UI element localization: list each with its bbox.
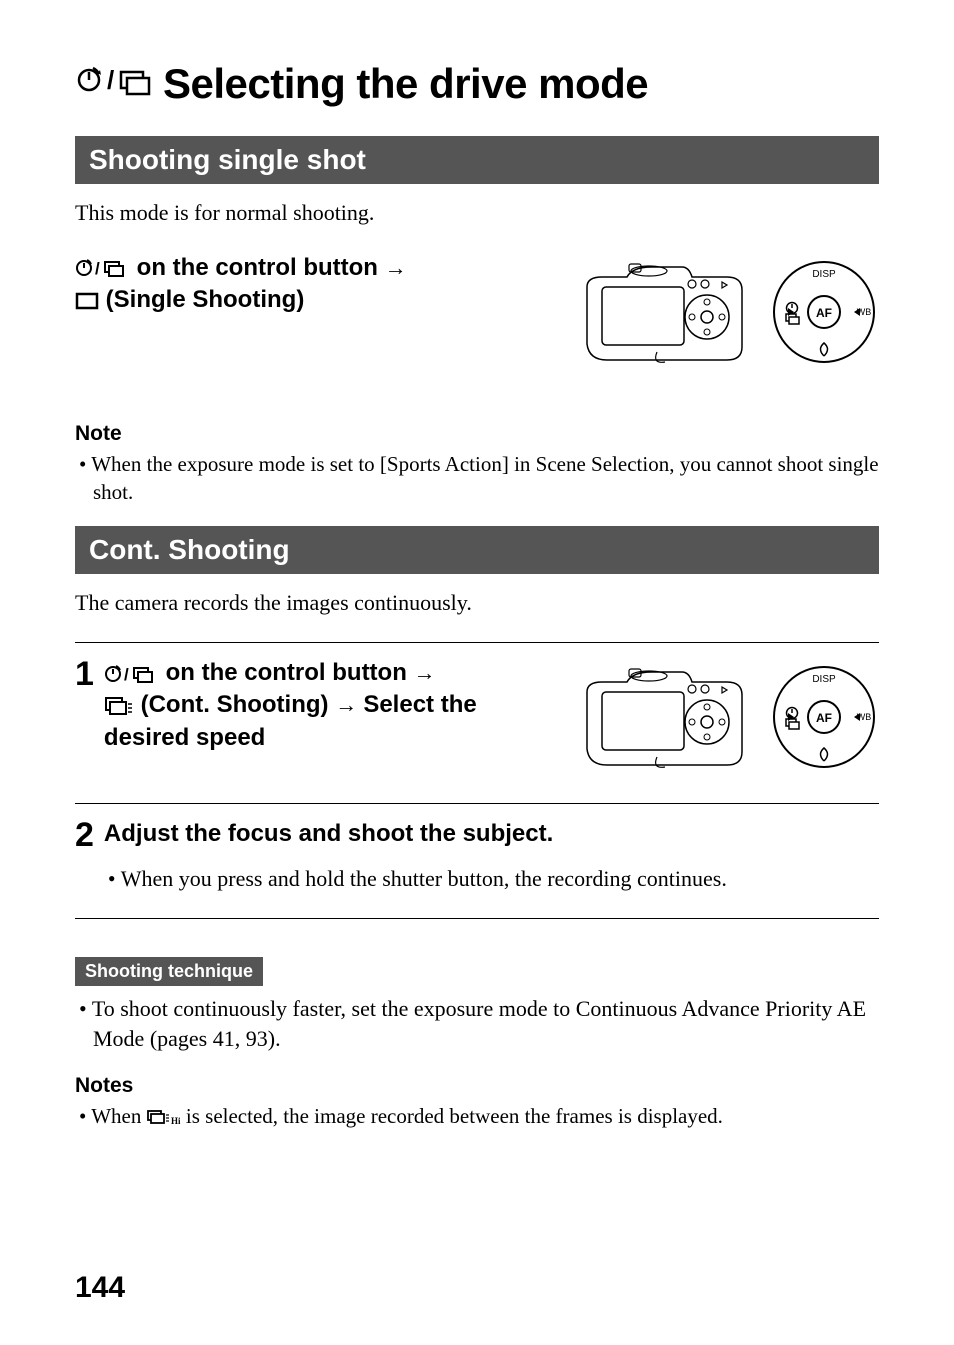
separator [75,642,879,643]
camera-illustration-2: AF DISP WB [577,657,879,777]
page-title-text: Selecting the drive mode [163,60,648,108]
arrow-icon: → [335,692,363,717]
section-heading-cont: Cont. Shooting [75,526,879,574]
section-heading-single: Shooting single shot [75,136,879,184]
svg-text:/: / [107,65,114,95]
technique-bullet: • To shoot continuously faster, set the … [75,994,879,1053]
section1-instruction: / on the control button → (Single Shooti… [75,252,879,372]
svg-text:AF: AF [816,711,832,725]
separator [75,918,879,919]
svg-text:AF: AF [816,306,832,320]
technique-label: Shooting technique [75,957,263,986]
separator [75,803,879,804]
svg-text:Hi: Hi [171,1116,181,1126]
page-number: 144 [75,1271,125,1305]
svg-text:DISP: DISP [812,674,836,685]
svg-text:/: / [95,259,100,278]
svg-text:DISP: DISP [812,269,836,280]
step-number-1: 1 [75,657,94,777]
step1-text: / on the control button → [104,657,557,754]
page-title: / Selecting the drive mode [75,60,879,108]
notes-label: Notes [75,1074,879,1098]
notes-bullet: • When Hi is selected, the image recorde… [75,1102,879,1130]
camera-illustration-1: AF DISP WB [577,252,879,372]
svg-text:/: / [124,665,129,684]
arrow-icon: → [414,660,436,685]
step2-bullet: • When you press and hold the shutter bu… [104,864,879,894]
section2-intro: The camera records the images continuous… [75,588,879,618]
cont-hi-icon: Hi [147,1104,186,1128]
step-number-2: 2 [75,818,94,904]
step-2: 2 Adjust the focus and shoot the subject… [75,818,879,904]
drive-icon-s1: / [104,659,166,686]
arrow-icon: → [385,255,407,280]
drive-mode-icon: / [75,60,155,108]
section1-instruction-text: / on the control button → (Single Shooti… [75,252,557,317]
section1-intro: This mode is for normal shooting. [75,198,879,228]
single-shoot-icon [75,286,106,313]
note-label: Note [75,422,879,446]
note-bullet: • When the exposure mode is set to [Spor… [75,450,879,507]
step2-heading: Adjust the focus and shoot the subject. [104,818,879,850]
cont-shoot-icon [104,691,141,718]
drive-icon-small: / [75,254,137,281]
step-1: 1 / on the control button → [75,657,879,777]
